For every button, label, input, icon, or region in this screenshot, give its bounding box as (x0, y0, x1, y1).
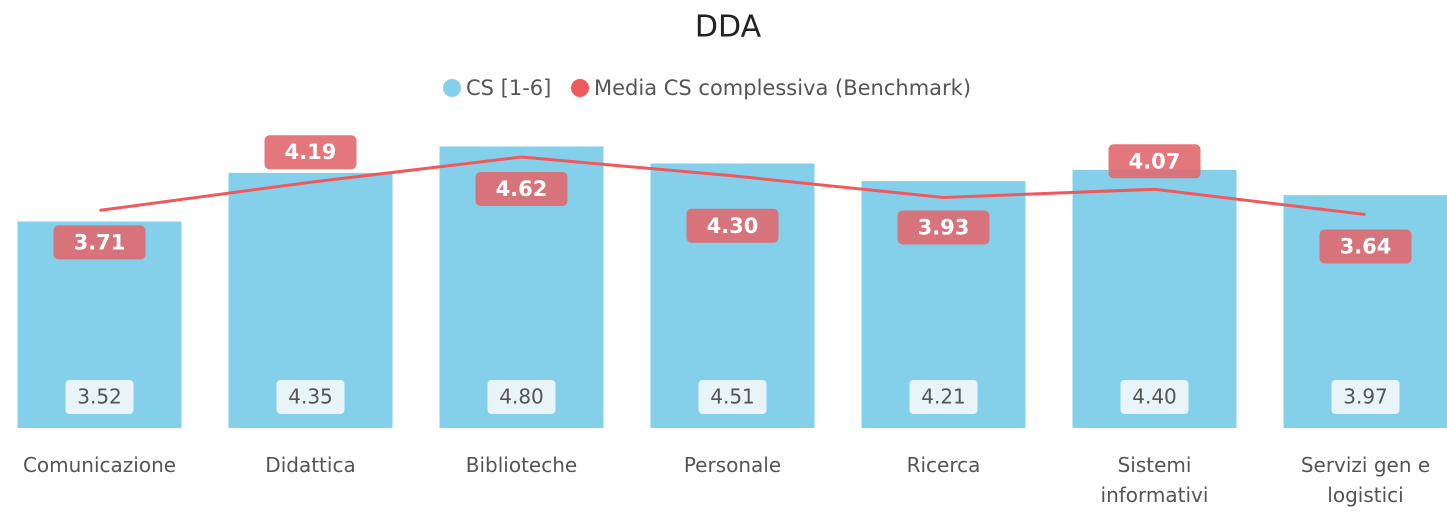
bar-label-box (65, 380, 134, 414)
x-tick-label: Didattica (265, 453, 356, 477)
line-label-box (686, 208, 779, 243)
line-label: 3.71 (74, 230, 126, 254)
legend-label: CS [1-6] (466, 76, 551, 100)
bar-label: 3.97 (1343, 385, 1388, 409)
bar-label-box (1331, 380, 1400, 414)
line-label: 3.93 (918, 215, 970, 239)
x-tick-label: Servizi gen e logistici (1300, 453, 1431, 507)
line-label-box (53, 225, 146, 260)
x-tick-label: Sistemi informativi (1100, 453, 1209, 507)
bar-label-box (909, 380, 978, 414)
x-tick-label: Biblioteche (465, 453, 578, 477)
line-label: 4.07 (1129, 149, 1181, 173)
bar-label-box (1120, 380, 1189, 414)
line (99, 155, 1366, 216)
bar-label-box (698, 380, 767, 414)
x-tick-label: Personale (683, 453, 782, 477)
legend-marker (571, 79, 589, 97)
line-label: 3.64 (1340, 235, 1392, 259)
x-tick-label: Ricerca (906, 453, 981, 477)
line-label: 4.62 (496, 177, 548, 201)
line-label-box (475, 172, 568, 207)
line-label-box (1319, 229, 1412, 264)
line-label-box (897, 210, 990, 245)
line-label: 4.19 (285, 140, 337, 164)
bar-label: 3.52 (77, 385, 122, 409)
bar-label-box (276, 380, 345, 414)
bar-label: 4.80 (499, 385, 544, 409)
line-label: 4.30 (707, 214, 759, 238)
legend-label: Media CS complessiva (Benchmark) (594, 76, 971, 100)
bar-label: 4.21 (921, 385, 966, 409)
bar-label: 4.40 (1132, 385, 1177, 409)
chart-title: DDA (695, 10, 762, 45)
bar-label: 4.35 (288, 385, 333, 409)
line-label-box (264, 135, 357, 170)
bar-label-box (487, 380, 556, 414)
bar-label: 4.51 (710, 385, 755, 409)
legend-marker (443, 79, 461, 97)
line-label-box (1108, 144, 1201, 179)
x-tick-label: Comunicazione (22, 453, 177, 477)
